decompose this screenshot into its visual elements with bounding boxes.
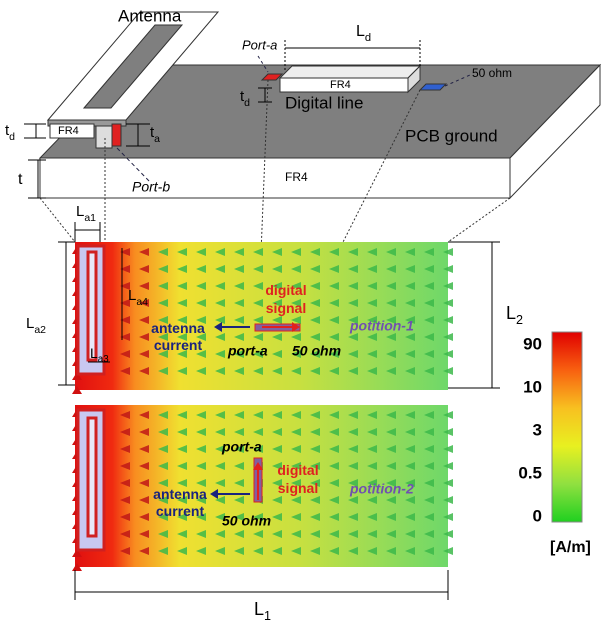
la2-main: L [26, 315, 34, 332]
digital-top [280, 66, 420, 78]
td-sub: d [9, 131, 15, 143]
antenna-shape-2 [78, 410, 104, 550]
line: signal [266, 300, 306, 316]
page: {"top": {"antenna": "Antenna", "port_a":… [0, 0, 603, 630]
la1-main: L [76, 203, 84, 220]
line: current [154, 337, 203, 353]
colorbar-tick-label: 0 [533, 506, 542, 525]
colorbar-ticks: 90 10 3 0.5 0 [518, 334, 542, 525]
l1-main: L [254, 599, 264, 619]
line: current [156, 503, 205, 519]
l1: L1 [254, 599, 271, 624]
position-2: potition-2 [349, 481, 414, 497]
colorbar-unit: [A/m] [550, 539, 591, 556]
colorbar-tick-label: 10 [523, 377, 542, 396]
antenna-leg [96, 126, 112, 148]
body: FR4 PCB ground Antenna FR4 Port-b td ta … [0, 0, 603, 630]
port-a-1: port-a [227, 343, 268, 359]
ld-main: L [356, 23, 365, 40]
la3-main: L [90, 345, 98, 361]
line: antenna [153, 486, 207, 502]
ohm-1: 50 ohm [292, 343, 341, 359]
port-a-2: port-a [221, 439, 262, 455]
la2-sub: a2 [34, 324, 46, 336]
colorbar-tick-label: 3 [533, 420, 542, 439]
antenna-current-2: antennacurrent [153, 486, 207, 519]
colorbar [552, 332, 582, 522]
la3-sub: a3 [98, 354, 109, 365]
ld: Ld [356, 23, 371, 44]
port-a-top: Port-a [242, 37, 277, 52]
ohm-2: 50 ohm [222, 513, 271, 529]
td-antenna-dim [24, 124, 46, 138]
la4-sub: a4 [136, 296, 148, 308]
l1-sub: 1 [264, 609, 271, 623]
digital-line: Digital line [285, 93, 363, 112]
la1: La1 [76, 203, 96, 224]
figure: FR4 PCB ground Antenna FR4 Port-b td ta … [0, 0, 603, 625]
la2: La2 [26, 315, 46, 336]
port-b-mark [112, 124, 121, 146]
line: digital [277, 462, 318, 478]
line: antenna [151, 320, 205, 336]
l2-sub: 2 [516, 313, 523, 327]
colorbar-tick-label: 90 [523, 334, 542, 353]
line: digital [265, 282, 306, 298]
position-1: potition-1 [349, 318, 414, 334]
fr4-board: FR4 [285, 170, 308, 184]
board-front [40, 158, 510, 198]
la1-sub: a1 [84, 212, 96, 224]
fr4-antenna: FR4 [58, 125, 79, 137]
antenna-label: Antenna [118, 6, 182, 25]
fr4-digital: FR4 [330, 79, 351, 91]
td-antenna: td [5, 122, 15, 143]
colorbar-tick-label: 0.5 [518, 463, 542, 482]
line: signal [278, 480, 318, 496]
la4-main: L [128, 287, 136, 304]
port-b: Port-b [132, 179, 170, 195]
l2-main: L [506, 303, 516, 323]
ld-sub: d [365, 32, 371, 44]
t-label: t [18, 171, 23, 188]
pcb-ground: PCB ground [405, 126, 498, 145]
ohm-top: 50 ohm [472, 66, 512, 80]
l2: L2 [506, 303, 523, 328]
ta-sub: a [154, 133, 160, 145]
td-sub: d [244, 97, 250, 109]
